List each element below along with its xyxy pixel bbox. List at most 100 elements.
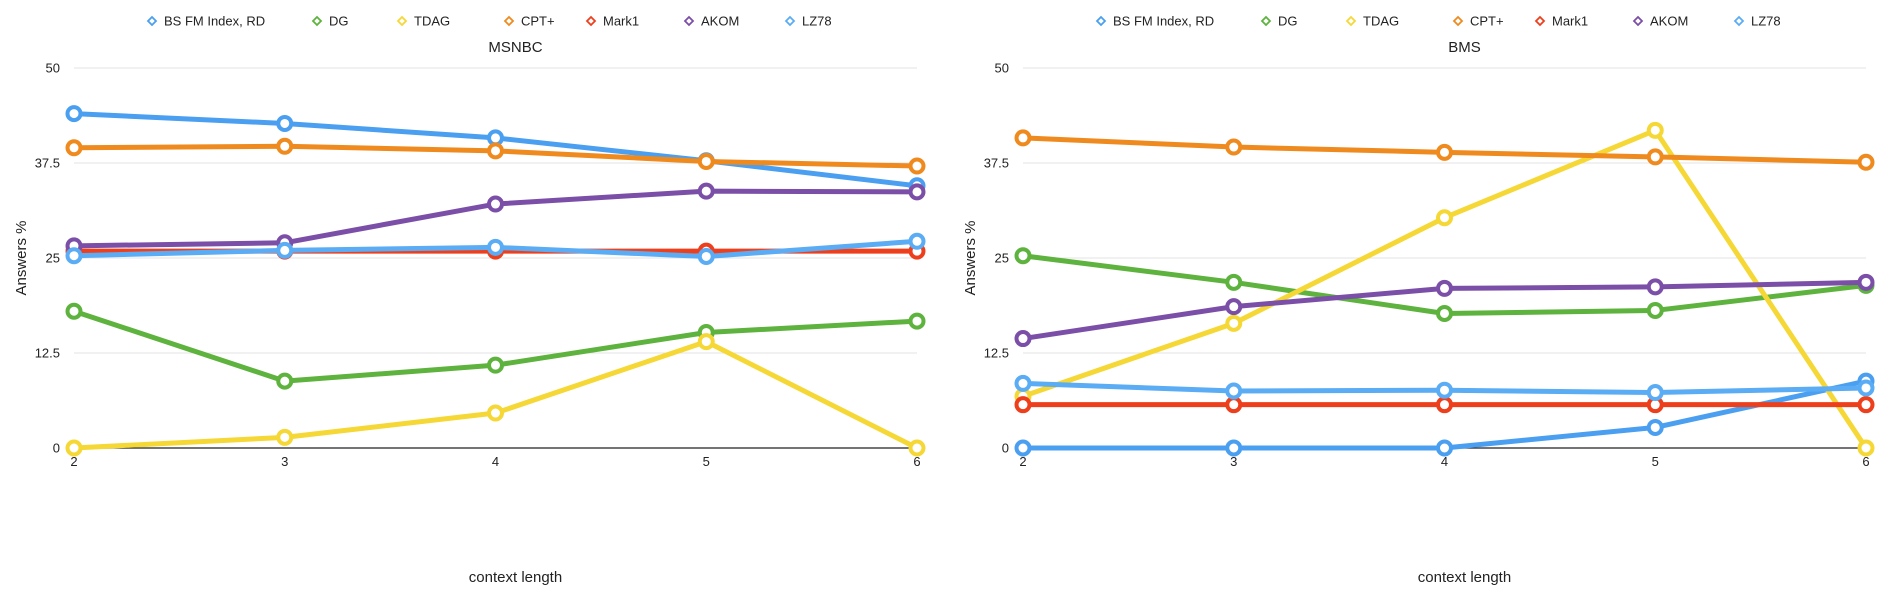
series-cpt bbox=[65, 137, 926, 175]
data-point bbox=[697, 333, 715, 351]
data-point bbox=[1857, 273, 1875, 291]
series-cpt bbox=[1014, 129, 1875, 171]
x-tick-label: 6 bbox=[913, 454, 920, 469]
data-point bbox=[908, 157, 926, 175]
data-point bbox=[1225, 396, 1243, 414]
data-point bbox=[1225, 314, 1243, 332]
line-chart-msnbc: BS FM Index, RD DG TDAG CPT+ Mark1 AKOM LZ78 MS… bbox=[13, 14, 926, 586]
data-point bbox=[1014, 129, 1032, 147]
y-tick-label: 25 bbox=[995, 251, 1009, 266]
series-bs-fm-index-rd bbox=[1014, 372, 1875, 457]
legend-label: AKOM bbox=[1650, 14, 1688, 29]
data-point bbox=[1857, 153, 1875, 171]
legend-label: BS FM Index, RD bbox=[1113, 14, 1214, 29]
legend-marker bbox=[1095, 15, 1107, 27]
data-point bbox=[908, 312, 926, 330]
legend-item-bs-fm-index-rd: BS FM Index, RD bbox=[1095, 14, 1214, 29]
data-point bbox=[1225, 382, 1243, 400]
legend-item-dg: DG bbox=[1260, 14, 1298, 29]
x-tick-label: 4 bbox=[492, 454, 499, 469]
data-point bbox=[1014, 396, 1032, 414]
legend-item-mark1: Mark1 bbox=[585, 14, 639, 29]
legend-item-cpt: CPT+ bbox=[1452, 14, 1504, 29]
y-tick-label: 37.5 bbox=[35, 156, 60, 171]
data-point bbox=[65, 247, 83, 265]
data-point bbox=[1436, 304, 1453, 322]
data-point bbox=[1436, 209, 1453, 227]
x-axis-title: context length bbox=[1418, 569, 1511, 586]
legend-item-lz78: LZ78 bbox=[784, 14, 832, 29]
legend-item-lz78: LZ78 bbox=[1733, 14, 1781, 29]
y-tick-label: 50 bbox=[995, 61, 1009, 76]
data-point bbox=[276, 137, 294, 155]
legend-marker bbox=[1632, 15, 1644, 27]
legend-marker bbox=[311, 15, 323, 27]
data-point bbox=[1646, 418, 1664, 436]
x-tick-label: 5 bbox=[1652, 454, 1659, 469]
data-point bbox=[1225, 439, 1243, 457]
y-gridlines bbox=[1023, 67, 1866, 354]
y-tick-label: 12.5 bbox=[35, 346, 60, 361]
chart-title: BMS bbox=[1448, 39, 1481, 56]
x-tick-label: 6 bbox=[1862, 454, 1869, 469]
x-tick-label: 3 bbox=[281, 454, 288, 469]
data-point bbox=[908, 232, 926, 250]
legend-label: AKOM bbox=[701, 14, 739, 29]
data-point bbox=[1436, 381, 1453, 399]
legend-item-akom: AKOM bbox=[1632, 14, 1688, 29]
data-point bbox=[1857, 439, 1875, 457]
x-tick-label: 4 bbox=[1441, 454, 1448, 469]
series-akom bbox=[1014, 273, 1875, 348]
y-tick-label: 12.5 bbox=[984, 346, 1009, 361]
data-point bbox=[1014, 330, 1032, 348]
legend-label: CPT+ bbox=[521, 14, 555, 29]
data-point bbox=[1225, 298, 1243, 316]
line-chart-bms: BS FM Index, RD DG TDAG CPT+ Mark1 AKOM LZ78 BM… bbox=[962, 14, 1875, 586]
data-point bbox=[1014, 374, 1032, 392]
legend: BS FM Index, RD DG TDAG CPT+ Mark1 AKOM LZ78 bbox=[146, 14, 832, 29]
data-point bbox=[487, 238, 504, 256]
legend-marker bbox=[146, 15, 158, 27]
legend-label: DG bbox=[1278, 14, 1298, 29]
legend-item-cpt: CPT+ bbox=[503, 14, 555, 29]
data-point bbox=[697, 152, 715, 170]
data-point bbox=[65, 302, 83, 320]
legend-marker bbox=[1260, 15, 1272, 27]
y-tick-label: 37.5 bbox=[984, 156, 1009, 171]
y-axis-title: Answers % bbox=[13, 220, 30, 295]
y-tick-label: 25 bbox=[46, 251, 60, 266]
data-point bbox=[1225, 138, 1243, 156]
legend-marker bbox=[784, 15, 796, 27]
y-axis-title: Answers % bbox=[962, 220, 979, 295]
data-point bbox=[276, 372, 294, 390]
legend-marker bbox=[1345, 15, 1357, 27]
legend-label: LZ78 bbox=[1751, 14, 1781, 29]
data-point bbox=[487, 404, 504, 422]
data-point bbox=[1646, 121, 1664, 139]
legend-item-bs-fm-index-rd: BS FM Index, RD bbox=[146, 14, 265, 29]
data-point bbox=[1646, 384, 1664, 402]
legend-marker bbox=[683, 15, 695, 27]
legend-marker bbox=[1452, 15, 1464, 27]
data-point bbox=[908, 183, 926, 201]
data-point bbox=[1014, 247, 1032, 265]
series-lz78 bbox=[1014, 374, 1875, 402]
legend-marker bbox=[1733, 15, 1745, 27]
data-point bbox=[65, 139, 83, 157]
series-lz78 bbox=[65, 232, 926, 265]
data-point bbox=[276, 428, 294, 446]
data-point bbox=[1646, 278, 1664, 296]
data-point bbox=[1436, 396, 1453, 414]
series-tdag bbox=[65, 333, 926, 457]
legend-label: Mark1 bbox=[603, 14, 639, 29]
data-point bbox=[65, 105, 83, 123]
legend-marker bbox=[585, 15, 597, 27]
y-tick-label: 50 bbox=[46, 61, 60, 76]
legend-label: BS FM Index, RD bbox=[164, 14, 265, 29]
legend-item-akom: AKOM bbox=[683, 14, 739, 29]
legend: BS FM Index, RD DG TDAG CPT+ Mark1 AKOM LZ78 bbox=[1095, 14, 1781, 29]
legend-marker bbox=[1534, 15, 1546, 27]
data-point bbox=[1436, 143, 1453, 161]
data-point bbox=[1225, 273, 1243, 291]
x-tick-label: 5 bbox=[703, 454, 710, 469]
